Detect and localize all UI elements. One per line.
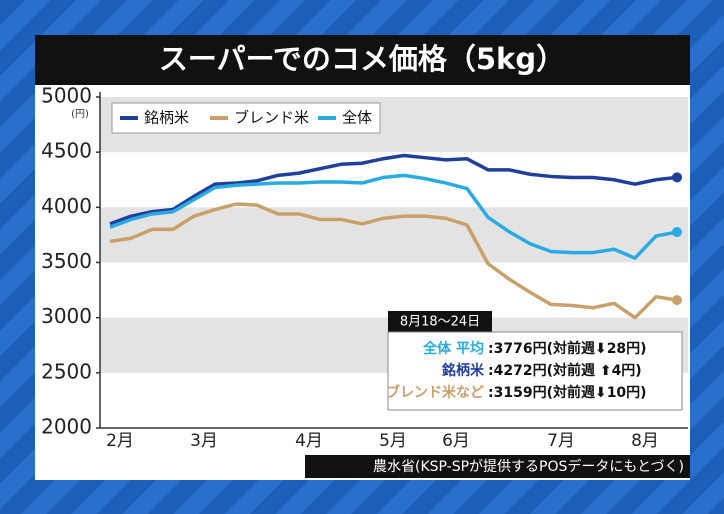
x-tick-label: 7月 xyxy=(547,431,575,451)
end-point xyxy=(672,172,682,183)
title-bar xyxy=(35,35,690,85)
series-line xyxy=(109,202,678,320)
info-text: :3776円(対前週⬇28円) xyxy=(488,340,647,357)
end-point xyxy=(672,227,682,238)
x-tick-label: 3月 xyxy=(190,431,218,451)
y-tick-label: 3500 xyxy=(41,249,92,273)
legend-label: 全体 xyxy=(342,109,372,127)
y-tick-label: 3000 xyxy=(41,304,92,328)
x-tick-label: 5月 xyxy=(379,431,407,451)
info-text: :3159円(対前週⬇10円) xyxy=(488,384,647,401)
plot: 2000 2500 3000 3500 4000 4500 5000 2月 3月 4月 5月 6月 7月… xyxy=(41,84,688,451)
info-text: :4272円(対前週 ⬆4円) xyxy=(488,362,642,379)
info-header: 8月18～24日 xyxy=(400,315,480,330)
series-line xyxy=(109,173,678,260)
y-tick-label: 5000 xyxy=(41,84,92,108)
source-bar xyxy=(305,455,690,478)
end-point xyxy=(672,295,682,306)
legend-label: ブレンド米 xyxy=(234,109,309,127)
x-tick-label: 6月 xyxy=(442,431,470,451)
chart-title: スーパーでのコメ価格（5kg） xyxy=(159,42,565,76)
info-label: 全体 平均 xyxy=(422,340,484,357)
y-tick-label: 4000 xyxy=(41,194,92,218)
info-box xyxy=(387,331,683,411)
series-line xyxy=(109,153,678,226)
info-label: ブレンド米など xyxy=(386,384,484,401)
info-header-bg xyxy=(388,311,492,332)
x-tick-label: 8月 xyxy=(631,431,659,451)
source: 農水省(KSP-SPが提供するPOSデータにもとづく) xyxy=(373,458,684,475)
y-unit: (円) xyxy=(71,109,89,120)
y-tick-label: 2500 xyxy=(41,359,92,383)
y-tick-label: 4500 xyxy=(41,139,92,163)
x-tick-label: 2月 xyxy=(106,431,134,451)
x-tick-label: 4月 xyxy=(295,431,323,451)
info-label: 銘柄米 xyxy=(442,362,485,379)
legend-label: 銘柄米 xyxy=(144,109,189,127)
y-tick-label: 2000 xyxy=(41,415,92,439)
